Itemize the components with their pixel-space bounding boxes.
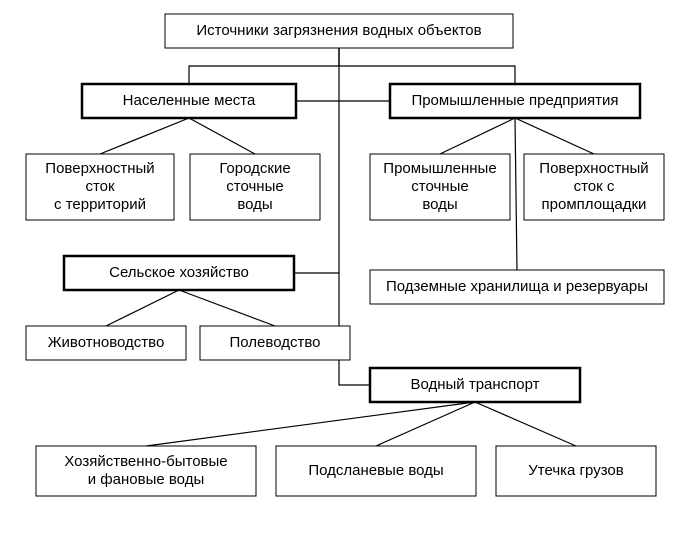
edge-water_transport-to-cargo_leak: [475, 402, 576, 446]
node-label-cargo_leak: Утечка грузов: [528, 462, 623, 479]
node-bilge_waters: Подсланевые воды: [276, 446, 476, 496]
node-label-urban_sewage-line-1: сточные: [226, 178, 283, 195]
node-label-industrial_sewage-line-1: сточные: [411, 178, 468, 195]
node-surface_runoff_terr: Поверхностныйстокс территорий: [26, 154, 174, 220]
edge-settlements-to-surface_runoff_terr: [100, 118, 189, 154]
node-label-industrial_sewage-line-0: Промышленные: [383, 160, 496, 177]
node-agriculture: Сельское хозяйство: [64, 256, 294, 290]
node-crop: Полеводство: [200, 326, 350, 360]
node-urban_sewage: Городскиесточныеводы: [190, 154, 320, 220]
edge-industry-to-surface_runoff_ind: [515, 118, 594, 154]
edge-agriculture-to-livestock: [106, 290, 179, 326]
node-industrial_sewage: Промышленныесточныеводы: [370, 154, 510, 220]
node-root: Источники загрязнения водных объектов: [165, 14, 513, 48]
node-cargo_leak: Утечка грузов: [496, 446, 656, 496]
node-label-settlements: Населенные места: [123, 92, 256, 109]
edge-root-to-settlements: [189, 48, 339, 84]
nodes-layer: Источники загрязнения водных объектов Нас…: [26, 14, 664, 496]
node-label-surface_runoff_terr-line-0: Поверхностный: [45, 160, 154, 177]
node-industry: Промышленные предприятия: [390, 84, 640, 118]
node-label-underground: Подземные хранилища и резервуары: [386, 278, 648, 295]
edge-industry-to-industrial_sewage: [440, 118, 515, 154]
node-label-surface_runoff_terr-line-2: с территорий: [54, 196, 146, 213]
node-surface_runoff_ind: Поверхностныйсток спромплощадки: [524, 154, 664, 220]
node-label-crop: Полеводство: [230, 334, 321, 351]
node-label-livestock: Животноводство: [48, 334, 165, 351]
edge-root-to-industry: [339, 48, 515, 84]
node-water_transport: Водный транспорт: [370, 368, 580, 402]
node-label-bilge_waters: Подсланевые воды: [308, 462, 443, 479]
node-label-surface_runoff_ind-line-1: сток с: [574, 178, 615, 195]
node-label-household_waters-line-0: Хозяйственно-бытовые: [64, 453, 227, 470]
node-settlements: Населенные места: [82, 84, 296, 118]
node-label-agriculture: Сельское хозяйство: [109, 264, 249, 281]
node-household_waters: Хозяйственно-бытовыеи фановые воды: [36, 446, 256, 496]
diagram-canvas: Источники загрязнения водных объектов Нас…: [0, 0, 678, 542]
node-underground: Подземные хранилища и резервуары: [370, 270, 664, 304]
node-label-surface_runoff_terr-line-1: сток: [85, 178, 115, 195]
node-livestock: Животноводство: [26, 326, 186, 360]
node-label-household_waters-line-1: и фановые воды: [88, 471, 204, 488]
node-label-industrial_sewage-line-2: воды: [422, 196, 457, 213]
node-label-urban_sewage-line-2: воды: [237, 196, 272, 213]
node-label-surface_runoff_ind-line-0: Поверхностный: [539, 160, 648, 177]
node-label-urban_sewage-line-0: Городские: [219, 160, 290, 177]
edge-agriculture-to-crop: [179, 290, 275, 326]
edge-industry-to-underground: [515, 118, 517, 270]
edge-settlements-to-urban_sewage: [189, 118, 255, 154]
node-label-surface_runoff_ind-line-2: промплощадки: [542, 196, 647, 213]
node-label-industry: Промышленные предприятия: [411, 92, 618, 109]
node-label-water_transport: Водный транспорт: [410, 376, 539, 393]
node-label-root: Источники загрязнения водных объектов: [196, 22, 481, 39]
